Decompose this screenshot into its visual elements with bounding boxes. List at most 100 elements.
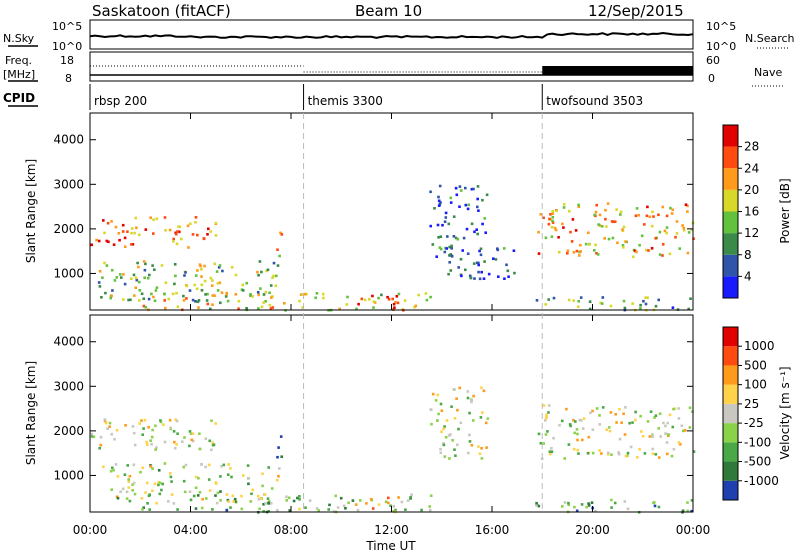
colorbar-swatch xyxy=(723,146,738,169)
echo-cell xyxy=(439,235,443,238)
echo-cell xyxy=(394,508,397,512)
echo-cell xyxy=(158,481,162,485)
echo-cell xyxy=(535,299,539,302)
echo-cell xyxy=(200,275,203,278)
echo-cell xyxy=(686,210,689,213)
nsky-tick-top: 10^5 xyxy=(52,20,82,33)
echo-cell xyxy=(652,215,655,218)
echo-cell xyxy=(634,418,637,422)
echo-cell xyxy=(224,295,228,298)
echo-cell xyxy=(470,400,473,404)
echo-cell xyxy=(558,423,561,427)
echo-cell xyxy=(429,190,432,194)
echo-cell xyxy=(196,269,199,272)
echo-cell xyxy=(200,283,204,287)
echo-cell xyxy=(617,451,620,454)
echo-cell xyxy=(472,262,476,265)
echo-cell xyxy=(550,447,553,450)
echo-cell xyxy=(220,291,224,294)
x-tick-label: 00:00 xyxy=(676,523,711,537)
echo-cell xyxy=(439,201,442,204)
echo-cell xyxy=(581,427,585,430)
colorbar-swatch xyxy=(723,327,738,347)
echo-cell xyxy=(574,229,578,232)
echo-cell xyxy=(654,237,657,240)
echo-cell xyxy=(269,307,273,310)
echo-cell xyxy=(678,247,681,250)
echo-cell xyxy=(153,299,157,303)
echo-cell xyxy=(477,261,480,265)
echo-cell xyxy=(303,292,307,296)
echo-cell xyxy=(150,435,154,439)
colorbar-swatch xyxy=(723,168,738,190)
colorbar-swatch xyxy=(723,384,738,404)
echo-cell xyxy=(442,442,445,445)
echo-cell xyxy=(346,295,349,299)
echo-cell xyxy=(557,250,561,254)
colorbar-tick-label: 25 xyxy=(744,397,759,411)
echo-cell xyxy=(484,421,488,425)
echo-cell xyxy=(132,481,136,485)
echo-cell xyxy=(470,399,473,402)
echo-cell xyxy=(572,447,576,451)
echo-cell xyxy=(454,186,458,190)
echo-cell xyxy=(135,278,139,282)
echo-cell xyxy=(359,499,362,502)
echo-cell xyxy=(604,208,607,212)
echo-cell xyxy=(448,261,451,264)
echo-cell xyxy=(680,424,684,428)
echo-cell xyxy=(124,424,127,427)
echo-cell xyxy=(169,426,172,430)
echo-cell xyxy=(437,236,440,239)
echo-cell xyxy=(98,270,102,273)
echo-cell xyxy=(194,475,198,479)
echo-cell xyxy=(435,255,438,258)
echo-cell xyxy=(631,421,634,424)
echo-cell xyxy=(154,289,158,292)
echo-cell xyxy=(460,274,463,278)
echo-cell xyxy=(544,303,547,306)
echo-cell xyxy=(480,270,483,274)
echo-cell xyxy=(188,490,192,493)
echo-cell xyxy=(129,298,132,302)
echo-cell xyxy=(144,306,148,309)
echo-cell xyxy=(557,236,560,239)
echo-cell xyxy=(357,302,360,306)
echo-cell xyxy=(328,503,331,507)
echo-cell xyxy=(482,389,486,393)
echo-cell xyxy=(298,495,301,498)
echo-cell xyxy=(130,277,133,280)
echo-cell xyxy=(207,227,210,231)
echo-cell xyxy=(447,272,450,276)
echo-cell xyxy=(657,505,661,509)
echo-cell xyxy=(279,231,282,235)
echo-cell xyxy=(267,466,270,469)
echo-cell xyxy=(591,409,594,413)
echo-cell xyxy=(200,268,203,271)
echo-cell xyxy=(206,292,209,296)
echo-cell xyxy=(172,237,175,241)
echo-cell xyxy=(552,296,556,300)
echo-cell xyxy=(203,279,207,283)
echo-cell xyxy=(591,428,595,431)
echo-cell xyxy=(623,433,627,436)
echo-cell xyxy=(160,264,164,267)
echo-cell xyxy=(368,298,371,301)
echo-cell xyxy=(183,436,186,439)
echo-cell xyxy=(568,423,572,426)
echo-cell xyxy=(613,501,617,505)
echo-cell xyxy=(188,289,192,292)
echo-cell xyxy=(270,487,274,490)
echo-cell xyxy=(135,226,138,230)
echo-cell xyxy=(176,508,179,511)
echo-cell xyxy=(234,273,238,277)
echo-cell xyxy=(339,496,343,500)
cpid-segment-label: themis 3300 xyxy=(308,94,383,108)
echo-cell xyxy=(545,415,548,419)
echo-cell xyxy=(456,237,460,241)
echo-cell xyxy=(643,223,646,226)
echo-cell xyxy=(164,229,167,232)
echo-cell xyxy=(141,508,144,511)
echo-cell xyxy=(206,302,210,306)
echo-cell xyxy=(468,274,472,278)
